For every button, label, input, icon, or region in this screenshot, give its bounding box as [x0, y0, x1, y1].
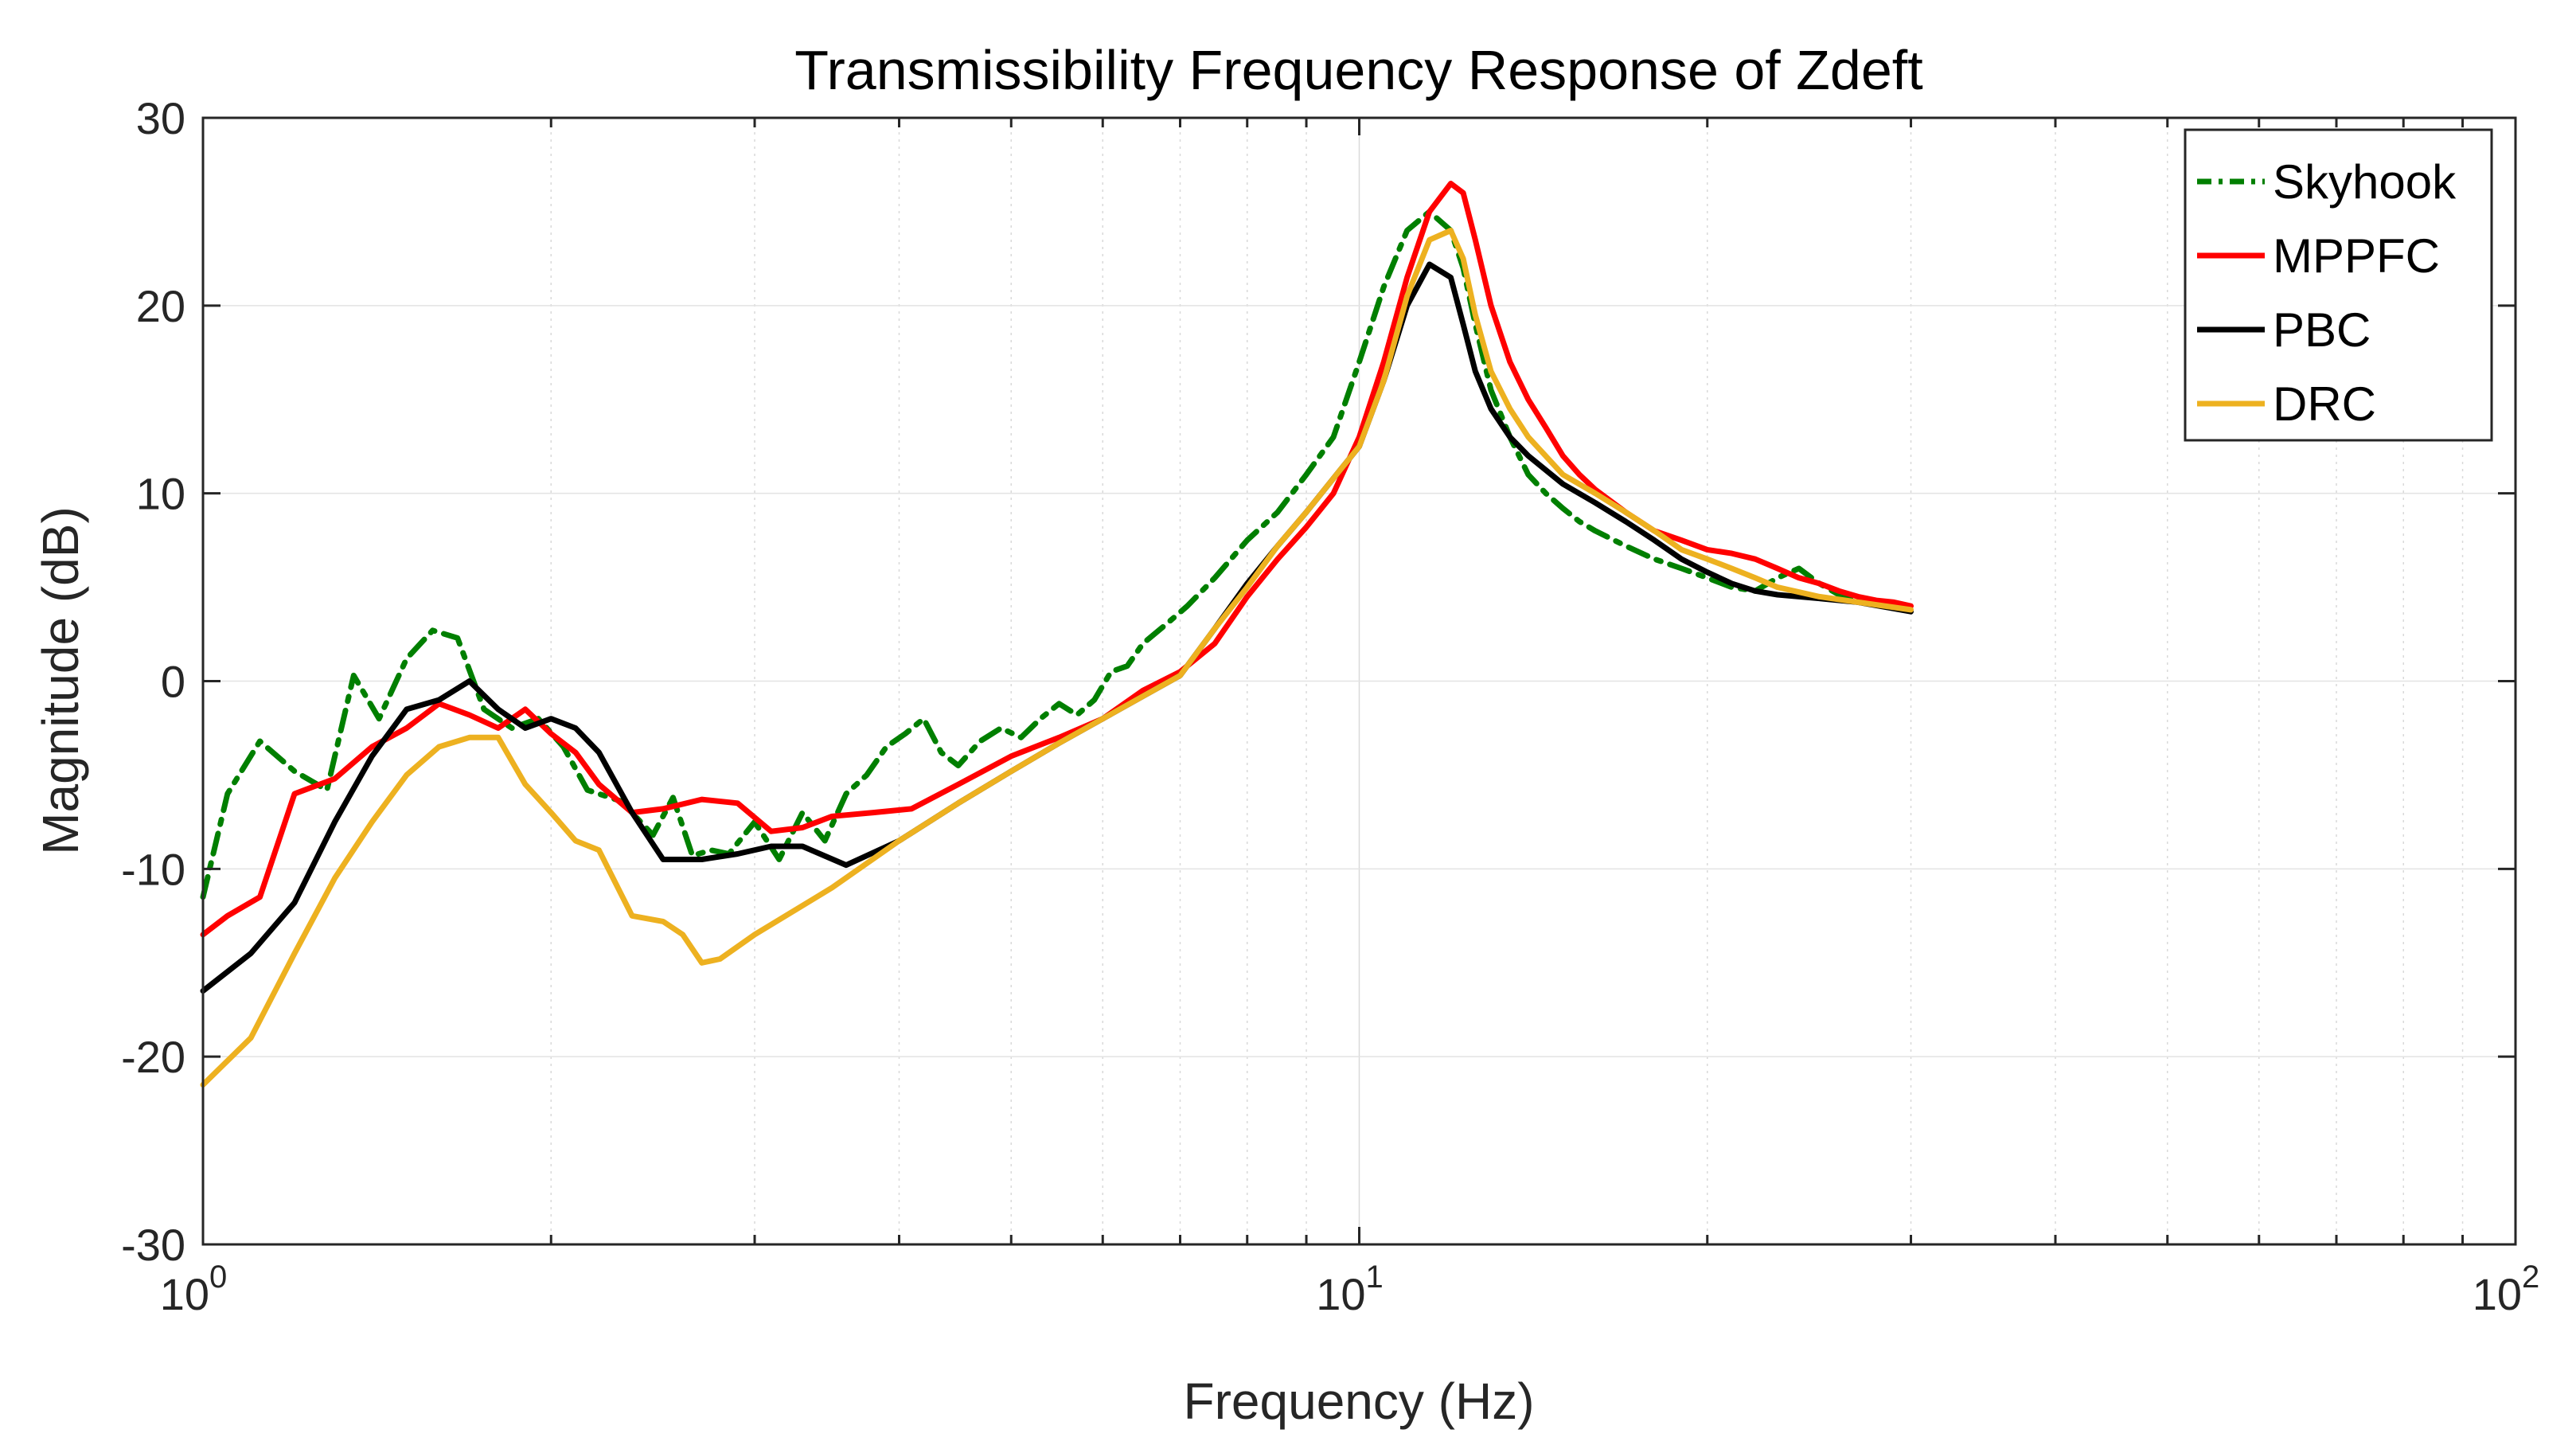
x-tick-base: 10 — [1316, 1269, 1365, 1319]
x-axis-label: Frequency (Hz) — [1184, 1373, 1535, 1430]
y-tick-label: 10 — [136, 469, 185, 519]
series-line-mppfc — [200, 181, 1914, 938]
y-tick-label: 0 — [161, 657, 185, 707]
x-tick-label: 101 — [1316, 1260, 1384, 1319]
series-group — [200, 181, 1914, 1088]
x-tick-label: 100 — [160, 1260, 228, 1319]
series-line-drc — [200, 228, 1914, 1088]
y-tick-label: -10 — [121, 844, 185, 894]
y-tick-label: -30 — [121, 1220, 185, 1270]
legend-label-skyhook: Skyhook — [2273, 155, 2457, 209]
y-tick-label: -20 — [121, 1032, 185, 1082]
y-axis-label: Magnitude (dB) — [32, 506, 89, 855]
x-tick-label: 102 — [2473, 1260, 2540, 1319]
x-tick-base: 10 — [160, 1269, 209, 1319]
y-tick-label: 30 — [136, 93, 185, 143]
y-tick-label: 20 — [136, 281, 185, 331]
x-tick-exponent: 0 — [209, 1260, 227, 1295]
x-tick-base: 10 — [2473, 1269, 2522, 1319]
chart-title: Transmissibility Frequency Response of Z… — [794, 39, 1922, 101]
legend-label-pbc: PBC — [2273, 303, 2371, 357]
legend-label-mppfc: MPPFC — [2273, 229, 2440, 283]
legend: Skyhook MPPFC PBC DRC — [2184, 128, 2493, 442]
x-tick-exponent: 2 — [2522, 1260, 2539, 1295]
legend-label-drc: DRC — [2273, 377, 2376, 431]
x-tick-exponent: 1 — [1366, 1260, 1384, 1295]
grid — [203, 118, 2516, 1244]
ticks — [203, 116, 2516, 1246]
